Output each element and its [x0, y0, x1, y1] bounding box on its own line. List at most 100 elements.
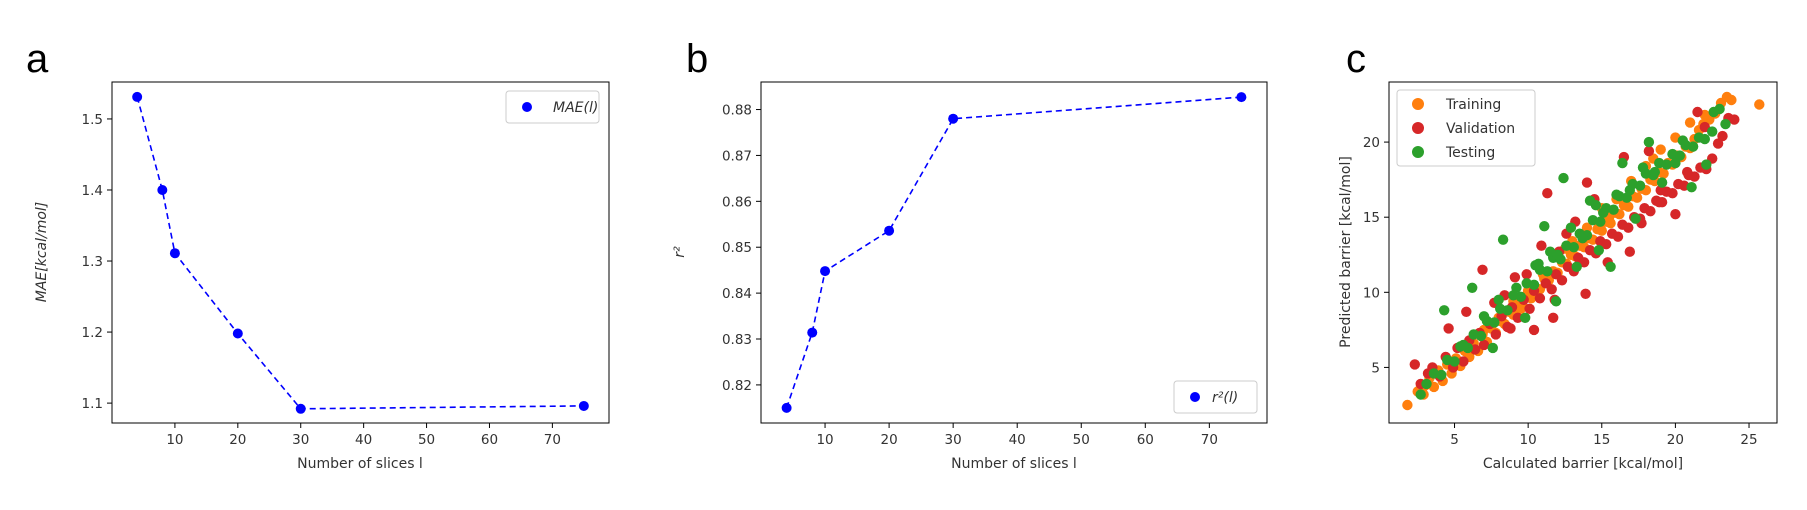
panel-c-point-validation [1612, 231, 1624, 242]
panel-c-point-testing [1670, 157, 1681, 169]
panel-b-x-tick-label: 10 [816, 432, 833, 448]
panel-c: c 5 10 15 20 25 5 10 15 20 Calculated barrier [k… [1338, 37, 1778, 472]
panel-c-x-tick-label: 25 [1740, 432, 1757, 448]
panel-c-plot-frame [1388, 81, 1778, 424]
panel-b-x-tick-label: 70 [1201, 432, 1218, 448]
panel-c-point-testing [1467, 282, 1478, 293]
panel-b-x-tick-label: 60 [1137, 432, 1154, 448]
panel-c-point-training [1726, 94, 1737, 106]
panel-c-point-testing [1436, 369, 1447, 381]
panel-a-data-point [169, 248, 180, 259]
panel-c-point-validation [1645, 206, 1656, 217]
panel-c-legend-box [1396, 89, 1536, 167]
panel-b-y-tick-label: 0.83 [722, 332, 752, 348]
panel-c-point-testing [1528, 279, 1540, 290]
panel-c-point-validation [1548, 312, 1559, 323]
panel-b-series-line [785, 96, 1242, 409]
panel-c-point-testing [1701, 159, 1712, 170]
panel-c-point-testing [1475, 330, 1487, 342]
panel-c-point-testing [1502, 305, 1513, 316]
panel-c-point-validation [1443, 323, 1454, 334]
panel-b: b 10 20 30 40 50 60 70 0.82 0.83 0.84 0.85 0.86 0.87… [672, 37, 1268, 472]
panel-c-point-validation [1546, 284, 1557, 295]
panel-c-point-testing [1590, 200, 1602, 211]
panel-a-legend-box [505, 90, 600, 124]
panel-c-point-testing [1674, 150, 1686, 161]
panel-c-point-validation [1556, 275, 1568, 286]
panel-c-point-testing [1707, 126, 1718, 137]
panel-c-point-testing [1458, 339, 1469, 351]
panel-a-ticks: 10 20 30 40 50 60 70 1.1 1.2 1.3 1.4 1.5 [82, 112, 561, 448]
panel-c-point-validation [1580, 288, 1591, 299]
panel-c-point-testing [1497, 234, 1509, 245]
panel-c-point-validation [1712, 138, 1724, 149]
panel-a-data-point [578, 400, 589, 411]
panel-c-point-validation [1536, 240, 1547, 251]
panel-c-point-testing [1708, 106, 1719, 118]
panel-c-point-testing [1571, 261, 1582, 272]
panel-a-y-tick-label: 1.2 [82, 325, 103, 341]
panel-b-y-tick-label: 0.85 [722, 240, 752, 256]
panel-c-point-testing [1634, 180, 1646, 191]
panel-c-point-training [1658, 168, 1669, 179]
panel-a-marks [132, 91, 589, 414]
panel-c-legend-marker-testing [1412, 146, 1424, 158]
panel-c-point-testing [1630, 213, 1641, 224]
panel-c-point-testing [1677, 135, 1689, 146]
panel-c-point-testing [1637, 162, 1649, 173]
panel-b-data-point [1236, 92, 1247, 103]
panel-c-legend-marker-validation [1412, 122, 1424, 134]
panel-a-y-tick-label: 1.4 [82, 183, 103, 199]
panel-c-point-validation [1521, 269, 1532, 280]
panel-b-y-tick-label: 0.86 [722, 194, 752, 210]
panel-c-point-training [1596, 225, 1608, 236]
panel-c-point-testing [1687, 141, 1699, 152]
panel-c-point-testing [1439, 305, 1450, 316]
panel-c-x-tick-label: 15 [1593, 432, 1610, 448]
panel-c-point-testing [1487, 342, 1499, 354]
panel-c-point-validation [1643, 145, 1655, 157]
panel-c-legend-label-training: Training [1445, 97, 1501, 113]
panel-c-point-testing [1643, 136, 1655, 148]
panel-a-x-tick-label: 70 [544, 432, 561, 448]
panel-a-x-tick-label: 50 [418, 432, 435, 448]
panel-c-point-validation [1512, 312, 1524, 323]
panel-b-x-tick-label: 50 [1073, 432, 1090, 448]
panel-c-point-validation [1654, 197, 1665, 208]
panel-c-point-training [1655, 144, 1666, 155]
panel-c-point-validation [1670, 209, 1681, 220]
panel-c-point-testing [1421, 378, 1432, 390]
panel-c-point-validation [1528, 324, 1540, 336]
panel-a-data-point [295, 403, 306, 414]
panel-c-y-tick-label: 10 [1363, 285, 1380, 301]
panel-c-point-training [1754, 99, 1765, 110]
panel-c-point-validation [1478, 339, 1490, 351]
panel-c-point-testing [1661, 159, 1672, 170]
panel-a-legend-marker [522, 102, 532, 112]
panel-c-x-tick-label: 10 [1520, 432, 1537, 448]
panel-c-point-validation [1542, 188, 1553, 199]
panel-c-point-validation [1581, 177, 1593, 188]
panel-b-legend: r²(l) [1173, 380, 1258, 414]
panel-c-point-testing [1565, 222, 1577, 233]
panel-b-x-tick-label: 40 [1009, 432, 1026, 448]
panel-c-point-testing [1611, 189, 1622, 200]
panel-b-marks [781, 92, 1247, 413]
panel-c-point-testing [1542, 266, 1553, 277]
panel-a-legend-label: MAE(l) [553, 100, 598, 116]
panel-b-x-axis-label: Number of slices l [951, 456, 1077, 472]
panel-c-y-tick-label: 15 [1363, 210, 1380, 226]
panel-c-point-training [1631, 192, 1643, 203]
panel-c-point-validation [1409, 359, 1421, 370]
panel-c-ticks: 5 10 15 20 25 5 10 15 20 [1363, 135, 1758, 448]
panel-c-point-testing [1656, 177, 1668, 188]
panel-a-data-point [157, 184, 168, 195]
panel-b-data-point [820, 266, 831, 277]
panel-c-point-testing [1539, 221, 1550, 232]
panel-c-point-validation [1729, 114, 1740, 125]
panel-c-point-validation [1717, 130, 1728, 142]
panel-c-point-validation [1682, 166, 1693, 178]
panel-c-point-testing [1489, 317, 1500, 328]
panel-c-point-testing [1550, 296, 1562, 307]
panel-c-legend: Training Validation Testing [1396, 89, 1536, 167]
